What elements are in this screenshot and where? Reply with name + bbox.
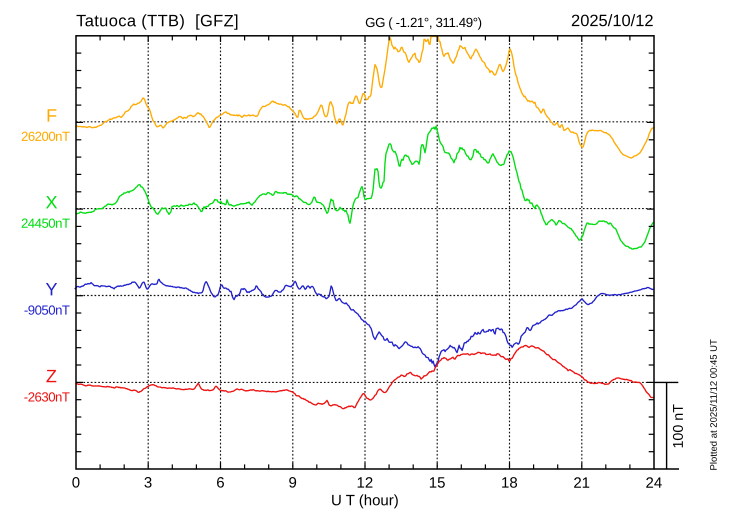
svg-text:Z: Z xyxy=(46,366,57,386)
svg-text:24: 24 xyxy=(646,475,663,492)
svg-text:100 nT: 100 nT xyxy=(671,404,687,449)
svg-text:15: 15 xyxy=(429,475,446,492)
svg-text:6: 6 xyxy=(216,475,224,492)
svg-text:-2630nT: -2630nT xyxy=(24,390,70,405)
svg-text:18: 18 xyxy=(501,475,518,492)
svg-text:12: 12 xyxy=(357,475,374,492)
svg-text:Tatuoca (TTB) [GFZ]: Tatuoca (TTB) [GFZ] xyxy=(76,12,239,30)
svg-text:Plotted at 2025/11/12 00:45 UT: Plotted at 2025/11/12 00:45 UT xyxy=(709,339,720,471)
svg-text:3: 3 xyxy=(144,474,152,491)
svg-text:0: 0 xyxy=(72,474,80,491)
svg-text:24450nT: 24450nT xyxy=(21,216,70,231)
svg-text:26200nT: 26200nT xyxy=(21,129,70,144)
svg-text:U T (hour): U T (hour) xyxy=(331,492,399,509)
svg-text:9: 9 xyxy=(289,475,297,492)
svg-text:F: F xyxy=(46,106,57,126)
svg-text:GG ( -1.21°, 311.49°): GG ( -1.21°, 311.49°) xyxy=(365,15,482,30)
svg-text:21: 21 xyxy=(573,475,590,492)
svg-text:-9050nT: -9050nT xyxy=(24,303,70,318)
svg-text:Y: Y xyxy=(45,279,57,299)
svg-text:2025/10/12: 2025/10/12 xyxy=(571,12,654,30)
svg-text:X: X xyxy=(46,192,58,212)
